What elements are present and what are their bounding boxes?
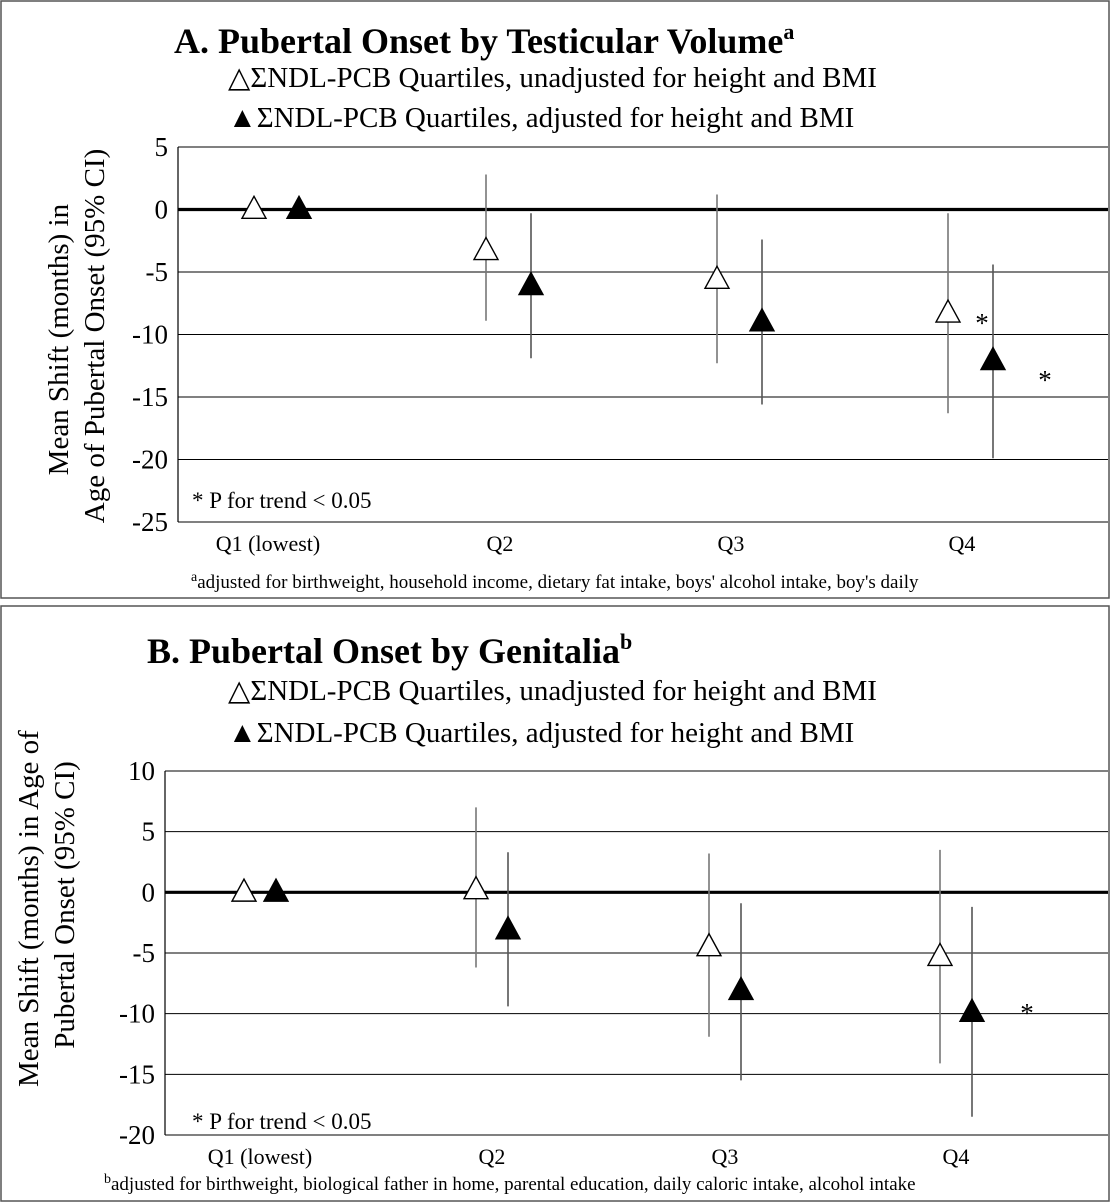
panel-a-p-trend-note: * P for trend < 0.05 <box>192 488 372 513</box>
panel-b-footnote: badjusted for birthweight, biological fa… <box>104 1172 916 1195</box>
panel-b-border <box>0 605 1110 1202</box>
panel-a-y-tick-label: -5 <box>146 257 169 287</box>
panel-b-legend-adjusted: ▲ΣNDL-PCB Quartiles, adjusted for height… <box>228 717 854 749</box>
panel-b-significance-star: * <box>1020 998 1034 1028</box>
panel-b-plot: 10 5 0 -5 -10 -15 -20 Q1 (lowest) Q2 Q3 Q4 * <box>119 756 1108 1169</box>
panel-b-y-tick-label: -5 <box>133 938 156 968</box>
panel-a-x-tick-label: Q4 <box>949 531 976 556</box>
panel-a-y-tick-label: 5 <box>155 132 169 162</box>
panel-b-point-adjusted <box>494 915 522 940</box>
panel-b-point-unadjusted <box>695 932 723 957</box>
panel-a-y-tick-label: -10 <box>132 320 168 350</box>
panel-b-x-tick-label: Q1 (lowest) <box>208 1144 312 1169</box>
panel-b-point-adjusted <box>958 997 986 1022</box>
panel-b-y-axis-label: Mean Shift (months) in Age of Pubertal O… <box>13 723 81 1087</box>
panel-a-y-tick-label: 0 <box>155 195 169 225</box>
panel-a-point-adjusted <box>285 194 313 220</box>
panel-a-significance-star: * <box>975 308 989 338</box>
panel-b-x-tick-label: Q3 <box>712 1144 739 1169</box>
panel-a-y-tick-label: -20 <box>132 445 168 475</box>
panel-a-point-unadjusted <box>472 236 500 261</box>
panel-b-x-tick-label: Q4 <box>943 1144 970 1169</box>
panel-b-y-tick-label: -20 <box>119 1120 155 1150</box>
panel-a-legend-unadjusted: △ΣNDL-PCB Quartiles, unadjusted for heig… <box>228 62 877 94</box>
panel-a-border <box>0 0 1110 599</box>
panel-a-point-unadjusted <box>240 194 268 220</box>
panel-b: B. Pubertal Onset by Genitaliab △ΣNDL-PC… <box>0 605 1110 1202</box>
panel-a-x-tick-label: Q1 (lowest) <box>216 531 320 556</box>
panel-b-x-tick-label: Q2 <box>479 1144 506 1169</box>
panel-b-y-tick-label: -10 <box>119 999 155 1029</box>
panel-a-y-tick-label: -15 <box>132 382 168 412</box>
panel-a-y-axis-label: Mean Shift (months) in Age of Pubertal O… <box>43 149 111 524</box>
panel-a-title: A. Pubertal Onset by Testicular Volumea <box>174 19 794 61</box>
panel-a-point-adjusted <box>517 271 545 296</box>
panel-a-point-adjusted <box>748 307 776 332</box>
panel-a: A. Pubertal Onset by Testicular Volumea … <box>0 0 1110 599</box>
panel-a-plot: 5 0 -5 -10 -15 -20 -25 Q1 (lowest) Q2 Q3 Q4 * * <box>132 132 1108 556</box>
panel-b-point-unadjusted <box>462 875 490 900</box>
panel-a-footnote: aadjusted for birthweight, household inc… <box>191 570 919 593</box>
panel-a-legend-adjusted: ▲ΣNDL-PCB Quartiles, adjusted for height… <box>228 102 854 134</box>
panel-a-x-tick-label: Q2 <box>487 531 514 556</box>
panel-a-point-unadjusted <box>934 298 962 323</box>
panel-b-legend-unadjusted: △ΣNDL-PCB Quartiles, unadjusted for heig… <box>228 675 877 707</box>
panel-a-point-adjusted <box>979 346 1007 371</box>
panel-a-significance-star: * <box>1038 365 1052 395</box>
panel-b-y-tick-label: 5 <box>142 817 156 847</box>
panel-b-point-adjusted <box>262 877 290 902</box>
panel-a-point-unadjusted <box>703 264 731 289</box>
panel-b-point-unadjusted <box>230 877 258 902</box>
panel-b-y-tick-label: 0 <box>142 877 156 907</box>
panel-a-y-tick-label: -25 <box>132 507 168 537</box>
panel-b-p-trend-note: * P for trend < 0.05 <box>192 1109 372 1134</box>
panel-a-x-tick-label: Q3 <box>718 531 745 556</box>
panel-b-title: B. Pubertal Onset by Genitaliab <box>147 629 632 671</box>
panel-b-y-tick-label: 10 <box>128 756 155 786</box>
panel-b-point-adjusted <box>727 975 755 1001</box>
panel-b-y-tick-label: -15 <box>119 1059 155 1089</box>
panel-b-point-unadjusted <box>926 941 954 967</box>
